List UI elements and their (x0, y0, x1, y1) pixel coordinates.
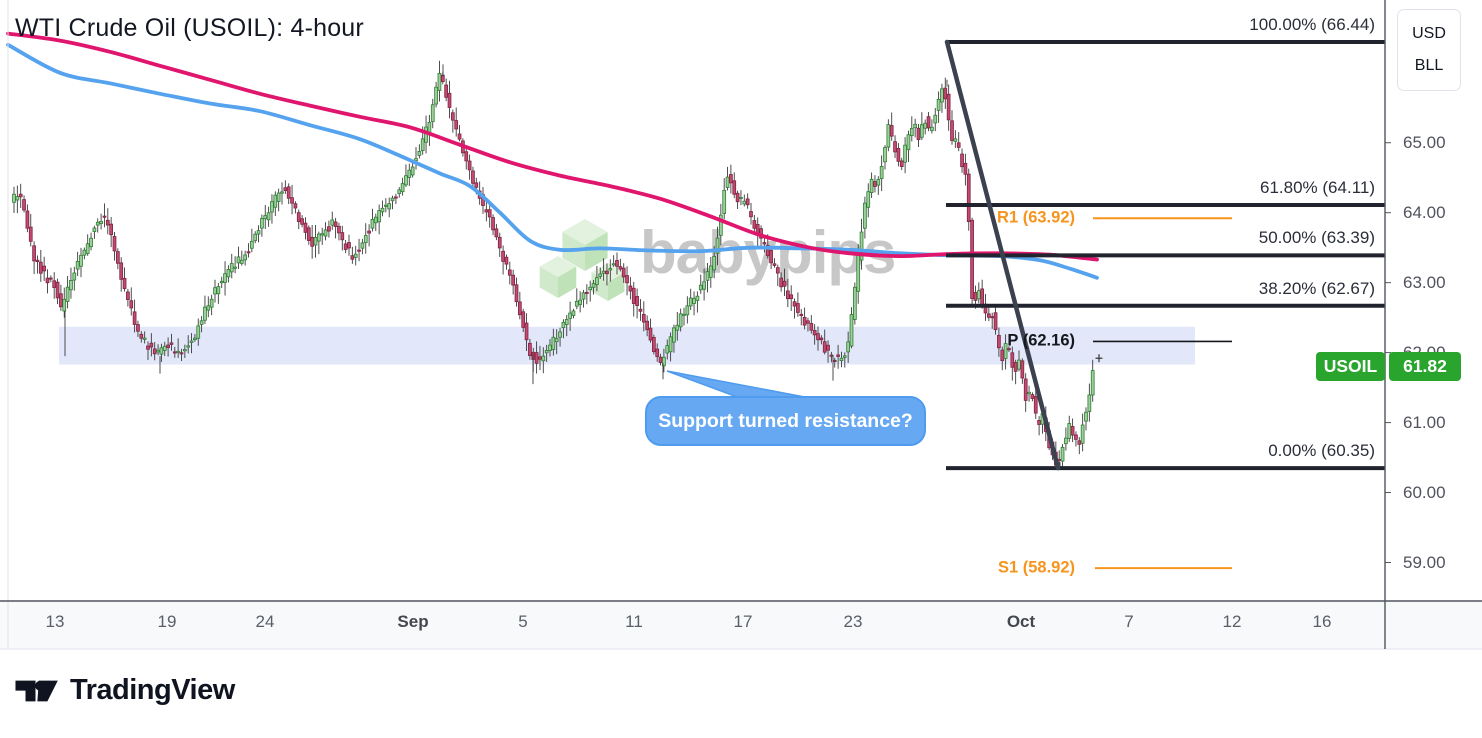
fib-label-61.80%: 61.80% (64.11) (1260, 177, 1375, 197)
last-price-value-badge: 61.82 (1389, 352, 1461, 381)
fib-label-38.20%: 38.20% (62.67) (1258, 278, 1375, 298)
time-tick-5: 5 (518, 612, 528, 631)
unit-currency: USD (1412, 24, 1446, 42)
tradingview-attribution[interactable]: TradingView (14, 674, 235, 707)
time-tick-17: 17 (733, 612, 753, 631)
pivot-label-R1: R1 (63.92) (997, 208, 1075, 227)
chart-pane[interactable]: babypips WTI Crude Oil (USOIL): 4-hour 1… (0, 0, 1482, 650)
callout-text: Support turned resistance? (658, 409, 913, 432)
last-price-symbol: USOIL (1323, 356, 1378, 376)
time-tick-7: 7 (1124, 612, 1134, 631)
price-tick-61.00: 61.00 (1403, 412, 1446, 432)
ma-fast-blue (6, 42, 1099, 280)
price-tick-63.00: 63.00 (1403, 272, 1446, 292)
time-axis-strip[interactable] (0, 602, 1482, 649)
time-tick-12: 12 (1222, 612, 1242, 631)
fib-label-50.00%: 50.00% (63.39) (1258, 228, 1375, 248)
last-price-value: 61.82 (1403, 356, 1447, 376)
candles (12, 60, 1095, 469)
price-tick-60.00: 60.00 (1403, 482, 1446, 502)
time-tick-23: 23 (843, 612, 863, 631)
tradingview-brand-text: TradingView (70, 674, 235, 706)
fib-label-100.00%: 100.00% (66.44) (1249, 14, 1375, 34)
unit-quantity: BLL (1414, 57, 1444, 75)
footer: TradingView (0, 650, 1482, 738)
tradingview-logo-icon (15, 680, 58, 701)
time-tick-Oct: Oct (1006, 612, 1036, 631)
time-tick-16: 16 (1312, 612, 1332, 631)
time-tick-Sep: Sep (397, 612, 429, 631)
fib-trend-line (944, 39, 1061, 471)
time-tick-13: 13 (45, 612, 65, 631)
price-plot[interactable] (0, 0, 1482, 650)
ma-slow-pink (6, 31, 1099, 262)
time-tick-11: 11 (625, 612, 643, 631)
time-tick-24: 24 (255, 612, 275, 631)
price-tick-59.00: 59.00 (1403, 552, 1446, 572)
support-resistance-callout[interactable]: Support turned resistance? (645, 396, 926, 446)
pivot-label-P: P (62.16) (1007, 331, 1075, 350)
time-tick-19: 19 (157, 612, 177, 631)
price-tick-65.00: 65.00 (1403, 132, 1446, 152)
price-tick-64.00: 64.00 (1403, 202, 1446, 222)
fib-label-0.00%: 0.00% (60.35) (1268, 441, 1375, 461)
unit-box: USD BLL (1397, 9, 1461, 91)
last-price-symbol-badge: USOIL (1316, 352, 1385, 381)
chart-title: WTI Crude Oil (USOIL): 4-hour (15, 14, 364, 42)
pivot-label-S1: S1 (58.92) (997, 558, 1075, 577)
